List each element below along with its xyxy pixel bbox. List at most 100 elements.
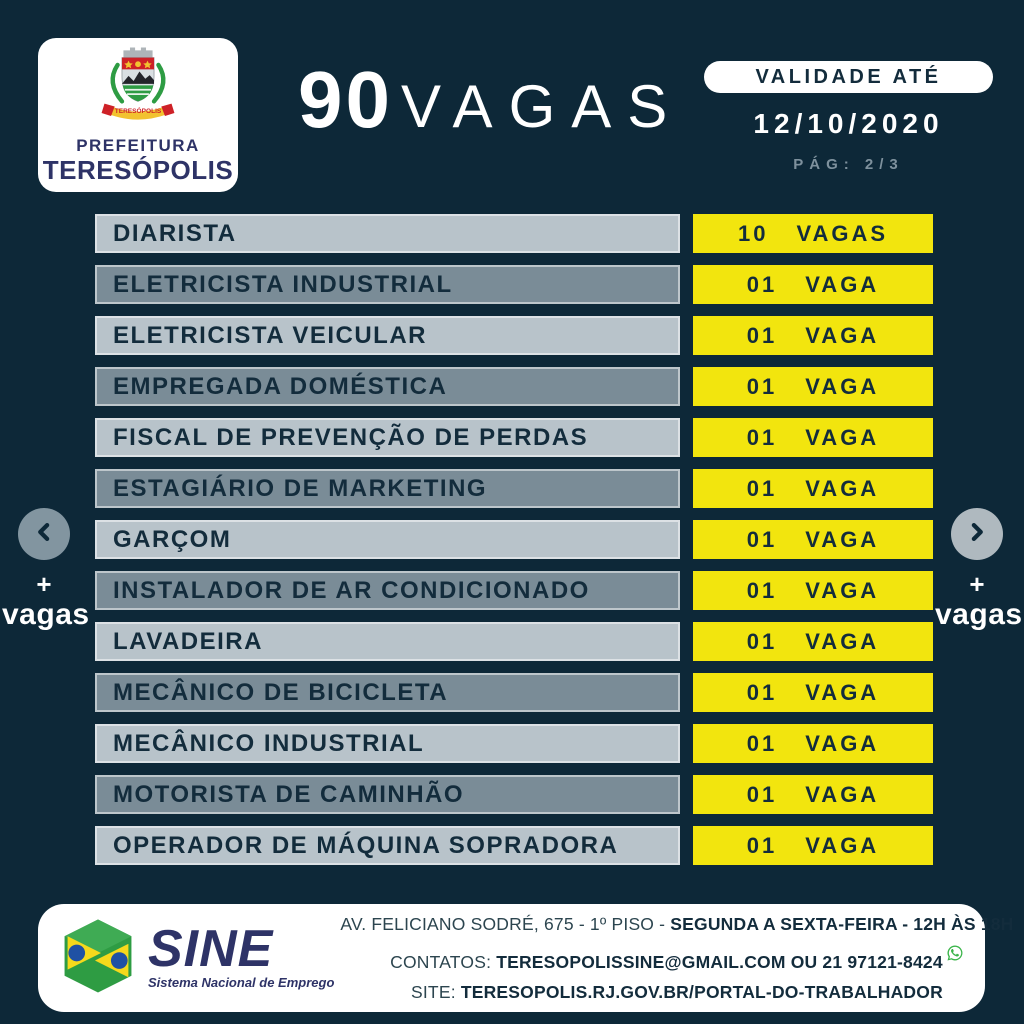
job-title: FISCAL DE PREVENÇÃO DE PERDAS — [113, 423, 589, 451]
job-unit: VAGA — [805, 577, 880, 603]
whatsapp-icon — [946, 945, 964, 966]
footer-contacts-line: CONTATOS: TERESOPOLISSINE@GMAIL.COM OU 2… — [390, 944, 964, 973]
job-title-bar: EMPREGADA DOMÉSTICA — [95, 367, 680, 406]
job-unit: VAGA — [805, 730, 880, 756]
job-title-bar: INSTALADOR DE AR CONDICIONADO — [95, 571, 680, 610]
job-count: 01 — [746, 373, 778, 399]
page-indicator: PÁG: 2/3 — [793, 156, 904, 173]
prev-vagas-label: vagas — [2, 598, 90, 631]
job-title: INSTALADOR DE AR CONDICIONADO — [113, 576, 590, 604]
job-count: 01 — [746, 322, 778, 348]
job-title: GARÇOM — [113, 525, 232, 553]
sine-subtitle: Sistema Nacional de Emprego — [148, 975, 335, 991]
next-page-button[interactable] — [951, 508, 1003, 560]
job-count: 01 — [746, 832, 778, 858]
vacancy-count-badge: 01 VAGA — [693, 622, 933, 661]
logo-teresopolis-text: TERESÓPOLIS — [42, 154, 234, 185]
job-count: 01 — [746, 424, 778, 450]
job-title-bar: ELETRICISTA VEICULAR — [95, 316, 680, 355]
vacancy-headline: 90 VAGAS — [298, 60, 683, 140]
job-title-bar: MOTORISTA DE CAMINHÃO — [95, 775, 680, 814]
job-unit: VAGA — [805, 781, 880, 807]
next-plus-label: + — [969, 569, 985, 599]
footer-address-line: AV. FELICIANO SODRÉ, 675 - 1º PISO - SEG… — [340, 913, 1014, 934]
vacancy-count-badge: 01 VAGA — [693, 571, 933, 610]
vacancy-count-badge: 01 VAGA — [693, 367, 933, 406]
vacancy-count-badge: 01 VAGA — [693, 469, 933, 508]
vacancy-count-badge: 01 VAGA — [693, 418, 933, 457]
job-row: ESTAGIÁRIO DE MARKETING 01 VAGA — [95, 469, 933, 508]
job-title-bar: MECÂNICO INDUSTRIAL — [95, 724, 680, 763]
job-count: 01 — [746, 271, 778, 297]
job-unit: VAGA — [805, 322, 880, 348]
vacancy-count-badge: 01 VAGA — [693, 775, 933, 814]
vacancy-count-badge: 01 VAGA — [693, 673, 933, 712]
job-title-bar: LAVADEIRA — [95, 622, 680, 661]
job-title: ELETRICISTA INDUSTRIAL — [113, 270, 453, 298]
chevron-left-icon — [29, 517, 59, 552]
job-title-bar: ESTAGIÁRIO DE MARKETING — [95, 469, 680, 508]
job-unit: VAGA — [805, 832, 880, 858]
vacancy-count-badge: 01 VAGA — [693, 520, 933, 559]
job-title-bar: OPERADOR DE MÁQUINA SOPRADORA — [95, 826, 680, 865]
job-unit: VAGA — [805, 424, 880, 450]
footer-contact-bar: SINE Sistema Nacional de Emprego AV. FEL… — [38, 904, 1013, 1012]
job-title: MOTORISTA DE CAMINHÃO — [113, 780, 465, 808]
job-unit: VAGA — [805, 475, 880, 501]
vacancy-count-badge: 01 VAGA — [693, 316, 933, 355]
job-title-bar: GARÇOM — [95, 520, 680, 559]
job-count: 01 — [746, 577, 778, 603]
job-unit: VAGA — [805, 679, 880, 705]
prefeitura-logo-card: TERESÓPOLIS PREFEITURA TERESÓPOLIS — [38, 38, 238, 192]
job-title-bar: ELETRICISTA INDUSTRIAL — [95, 265, 680, 304]
job-row: MECÂNICO DE BICICLETA 01 VAGA — [95, 673, 933, 712]
sine-logo: SINE Sistema Nacional de Emprego — [60, 914, 334, 1003]
job-row: FISCAL DE PREVENÇÃO DE PERDAS 01 VAGA — [95, 418, 933, 457]
sine-cube-icon — [60, 914, 136, 1003]
validity-date: 12/10/2020 — [753, 108, 944, 139]
logo-prefeitura-text: PREFEITURA — [76, 136, 200, 155]
prev-page-control: + vagas — [2, 508, 90, 631]
job-list: DIARISTA 10 VAGAS ELETRICISTA INDUSTRIAL… — [95, 214, 933, 877]
job-row: EMPREGADA DOMÉSTICA 01 VAGA — [95, 367, 933, 406]
job-row: LAVADEIRA 01 VAGA — [95, 622, 933, 661]
job-title: ESTAGIÁRIO DE MARKETING — [113, 474, 488, 502]
job-title: MECÂNICO INDUSTRIAL — [113, 729, 425, 757]
job-row: MOTORISTA DE CAMINHÃO 01 VAGA — [95, 775, 933, 814]
job-row: GARÇOM 01 VAGA — [95, 520, 933, 559]
job-count: 10 — [737, 220, 769, 246]
job-row: MECÂNICO INDUSTRIAL 01 VAGA — [95, 724, 933, 763]
validity-label-pill: VALIDADE ATÉ — [704, 61, 993, 93]
job-title: EMPREGADA DOMÉSTICA — [113, 372, 448, 400]
vacancy-word: VAGAS — [400, 73, 684, 140]
footer-site-line: SITE: TERESOPOLIS.RJ.GOV.BR/PORTAL-DO-TR… — [411, 981, 943, 1002]
job-unit: VAGA — [805, 271, 880, 297]
vacancy-count-badge: 01 VAGA — [693, 265, 933, 304]
job-title: MECÂNICO DE BICICLETA — [113, 678, 449, 706]
vacancy-count: 90 — [298, 55, 393, 144]
job-count: 01 — [746, 475, 778, 501]
job-row: INSTALADOR DE AR CONDICIONADO 01 VAGA — [95, 571, 933, 610]
job-row: ELETRICISTA INDUSTRIAL 01 VAGA — [95, 265, 933, 304]
city-crest-icon: TERESÓPOLIS — [94, 46, 182, 137]
job-title: ELETRICISTA VEICULAR — [113, 321, 428, 349]
prev-page-button[interactable] — [18, 508, 70, 560]
job-title-bar: FISCAL DE PREVENÇÃO DE PERDAS — [95, 418, 680, 457]
job-row: OPERADOR DE MÁQUINA SOPRADORA 01 VAGA — [95, 826, 933, 865]
next-page-control: + vagas — [935, 508, 1022, 630]
job-unit: VAGA — [805, 373, 880, 399]
job-unit: VAGAS — [796, 220, 889, 246]
job-row: DIARISTA 10 VAGAS — [95, 214, 933, 253]
job-count: 01 — [746, 781, 778, 807]
vacancy-count-badge: 01 VAGA — [693, 724, 933, 763]
job-count: 01 — [746, 679, 778, 705]
job-title-bar: DIARISTA — [95, 214, 680, 253]
job-count: 01 — [746, 730, 778, 756]
job-unit: VAGA — [805, 628, 880, 654]
job-count: 01 — [746, 526, 778, 552]
job-title-bar: MECÂNICO DE BICICLETA — [95, 673, 680, 712]
prev-plus-label: + — [36, 569, 52, 599]
sine-name: SINE — [148, 919, 274, 978]
job-title: LAVADEIRA — [113, 627, 263, 655]
